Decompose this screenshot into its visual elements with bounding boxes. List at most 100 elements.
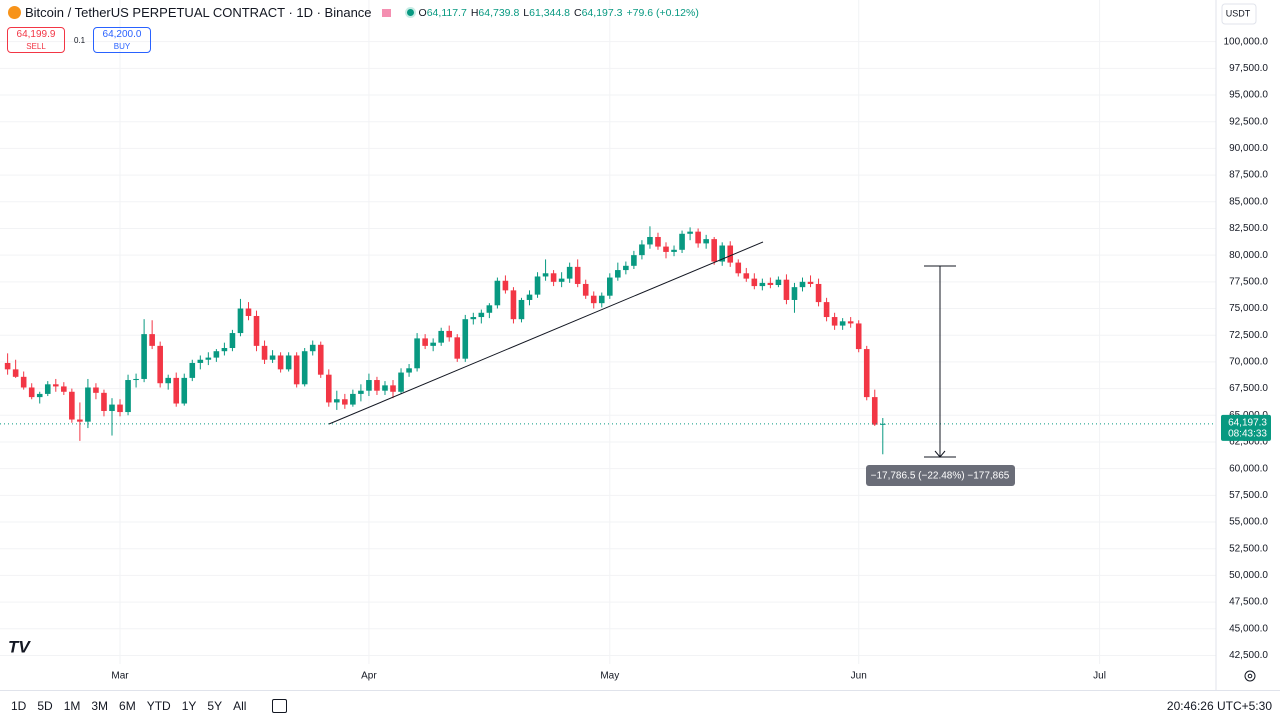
- ohlc-key: C: [574, 6, 582, 19]
- currency-button[interactable]: [1221, 3, 1257, 25]
- candle-body: [109, 404, 115, 411]
- ohlc: O 64,117.7 H 64,739.8 L 61,344.8 C 64,197.3: [419, 7, 623, 19]
- chart: 42,500.0 45,000.0 47,500.0 50,000.0 52,500.0…: [0, 0, 1271, 690]
- y-tick-label: 85,000.0: [1229, 196, 1268, 207]
- settings-icon-core: [1247, 673, 1253, 679]
- candle-body: [293, 355, 300, 385]
- candle-body: [470, 317, 477, 320]
- range-button[interactable]: 1D: [11, 698, 27, 713]
- measure-label-box: [866, 465, 1015, 486]
- y-tick-label: 87,500.0: [1229, 170, 1268, 181]
- candle-body: [52, 384, 59, 387]
- y-tick-label: 42,500.0: [1229, 650, 1268, 661]
- ohlc-value: 64,739.8: [478, 6, 520, 19]
- candle-body: [462, 319, 469, 359]
- bottom-toolbar: 1D 5D 1M 3M 6M YTD 1Y 5Y All 20:46:26 UTC+5:30: [0, 690, 1280, 720]
- range-button[interactable]: YTD: [146, 698, 171, 713]
- candle-body: [261, 345, 268, 360]
- candle-body: [141, 334, 147, 379]
- buy-label: BUY: [113, 42, 131, 51]
- candle-body: [839, 321, 846, 326]
- candle-body: [598, 295, 605, 304]
- ohlc-value: 61,344.8: [529, 6, 570, 19]
- candle-body: [358, 390, 364, 394]
- date-range-icon[interactable]: [272, 698, 288, 713]
- candle-body: [197, 359, 204, 363]
- y-tick-label: 97,500.0: [1229, 63, 1268, 74]
- measure-tool: [924, 265, 956, 458]
- candle-body: [534, 276, 541, 295]
- candle-body: [237, 308, 244, 334]
- currency[interactable]: USDT: [1226, 8, 1251, 18]
- candle-body: [173, 377, 180, 404]
- range-button[interactable]: 5Y: [207, 698, 223, 713]
- candle-body: [12, 369, 19, 377]
- trend-line: [328, 241, 764, 425]
- candle-body: [277, 355, 284, 370]
- candle-body: [149, 334, 155, 346]
- candle-body: [615, 270, 621, 278]
- y-tick-label: 67,500.0: [1229, 383, 1268, 394]
- y-tick-label: 60,000.0: [1229, 463, 1268, 474]
- y-tick-label: 52,500.0: [1229, 543, 1268, 554]
- y-tick-label: 95,000.0: [1229, 90, 1268, 101]
- flag-icon[interactable]: [381, 8, 391, 17]
- candle-body: [847, 321, 854, 324]
- range-button[interactable]: 1Y: [181, 698, 197, 713]
- range-button[interactable]: 6M: [119, 698, 136, 713]
- candle-body: [574, 266, 581, 284]
- candle-body: [422, 338, 428, 346]
- candle-body: [631, 255, 637, 266]
- candle-body: [125, 380, 131, 413]
- candle-body: [309, 344, 316, 352]
- candle-body: [61, 386, 67, 392]
- symbol-title[interactable]: Bitcoin / TetherUS PERPETUAL CONTRACT · …: [25, 5, 372, 20]
- coin-icon: [8, 6, 21, 19]
- y-tick-label: 45,000.0: [1229, 623, 1268, 634]
- candle-body: [623, 265, 629, 271]
- measure-label: −17,786.5 (−22.48%) −177,865: [871, 471, 1010, 482]
- candle-body: [414, 338, 420, 369]
- candle-body: [679, 233, 685, 250]
- candle-body: [406, 368, 412, 373]
- candle-body: [566, 266, 573, 279]
- candle-body: [101, 392, 107, 411]
- sell-button[interactable]: 64,199.9 SELL: [7, 27, 65, 53]
- change: +79.6 (+0.12%): [626, 6, 699, 19]
- range-button[interactable]: 5D: [37, 698, 53, 713]
- x-tick-label: Mar: [111, 671, 129, 682]
- countdown: 08:43:33: [1228, 428, 1267, 439]
- range-button[interactable]: 1M: [63, 698, 81, 713]
- candle-body: [229, 333, 236, 349]
- candle-body: [20, 376, 27, 388]
- candle-body: [85, 387, 91, 422]
- candle-body: [350, 393, 356, 405]
- candle-body: [374, 380, 380, 391]
- x-tick-label: May: [600, 671, 619, 682]
- candle-body: [157, 345, 163, 384]
- candle-body: [510, 290, 517, 320]
- y-tick-label: 72,500.0: [1229, 330, 1268, 341]
- candle-body: [879, 423, 886, 425]
- candle-body: [502, 280, 509, 291]
- candle-body: [590, 295, 597, 304]
- candle-body: [133, 378, 139, 381]
- candle-body: [582, 283, 589, 296]
- buy-button[interactable]: 64,200.0 BUY: [93, 27, 151, 53]
- candle-body: [767, 282, 774, 286]
- settings-icon[interactable]: [1244, 670, 1256, 682]
- y-tick-label: 70,000.0: [1229, 357, 1268, 368]
- candle-body: [542, 273, 549, 277]
- y-tick-label: 50,000.0: [1229, 570, 1268, 581]
- ohlc-value: 64,197.3: [581, 6, 623, 19]
- candle-body: [863, 349, 870, 398]
- range-button[interactable]: All: [233, 698, 247, 713]
- candle-body: [711, 239, 717, 262]
- plot: 42,500.0 45,000.0 47,500.0 50,000.0 52,500.0…: [0, 0, 1271, 682]
- candle-body: [550, 273, 557, 282]
- y-tick-label: 55,000.0: [1229, 517, 1268, 528]
- candle-body: [518, 299, 525, 320]
- range-button[interactable]: 3M: [91, 698, 109, 713]
- candle-body: [342, 399, 348, 405]
- candle-body: [390, 385, 396, 392]
